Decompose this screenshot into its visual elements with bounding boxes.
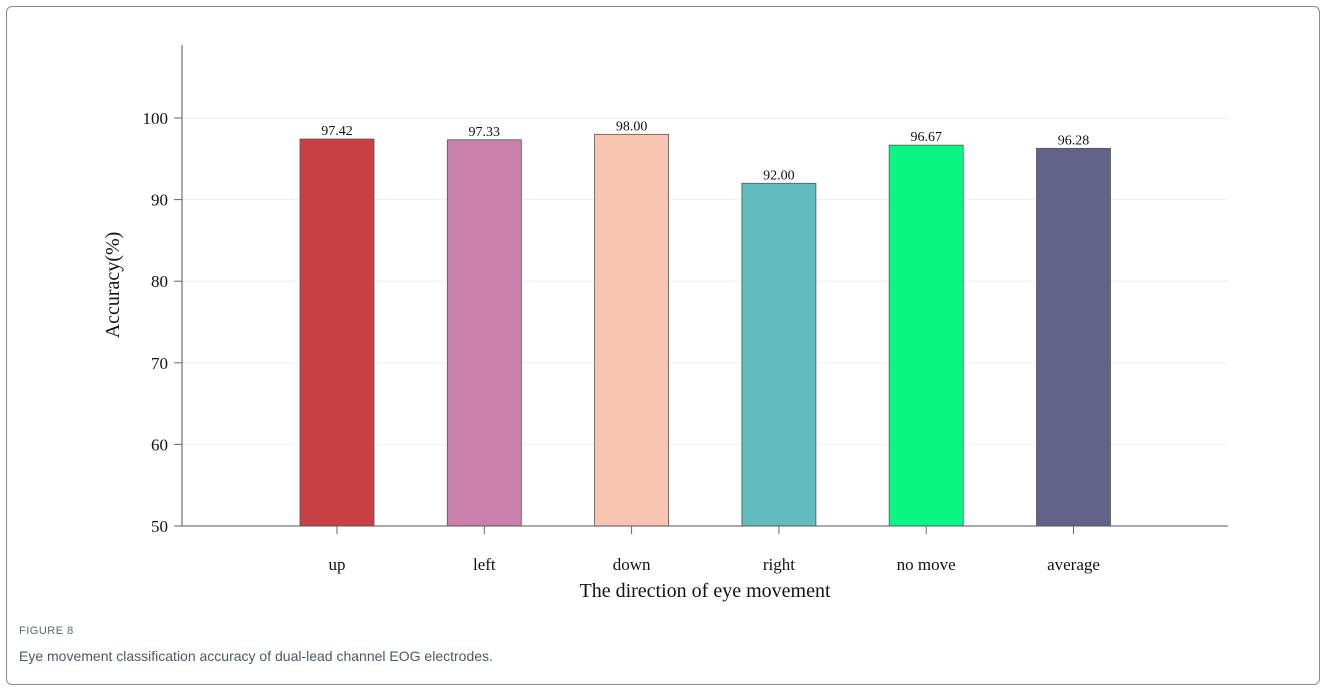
x-tick-label: no move [897, 555, 956, 574]
bars [299, 133, 1111, 527]
bar-up [299, 138, 375, 527]
bar-average [1036, 147, 1111, 527]
bar-value-label: 96.28 [1058, 133, 1090, 148]
x-tick-label: down [613, 555, 651, 574]
bar-value-label: 97.42 [321, 124, 353, 139]
bar-value-label: 97.33 [469, 125, 501, 140]
bar-right [741, 182, 817, 527]
figure-caption: Eye movement classification accuracy of … [19, 648, 493, 664]
y-tick-label: 100 [143, 109, 169, 128]
y-tick-labels: 50 60 70 80 90 100 [143, 109, 182, 536]
y-tick-label: 80 [151, 272, 168, 291]
figure-label: FIGURE 8 [19, 625, 74, 637]
y-tick-label: 50 [151, 517, 168, 536]
x-tick-label: left [473, 555, 496, 574]
x-tick-labels: up left down right no move average [329, 526, 1100, 574]
y-tick-label: 70 [151, 354, 168, 373]
y-tick-label: 90 [151, 191, 168, 210]
x-axis-title: The direction of eye movement [579, 580, 830, 602]
y-axis-title: Accuracy(%) [102, 232, 124, 339]
bar-value-labels: 97.42 97.33 98.00 92.00 96.67 96.28 [321, 119, 1089, 183]
bar-chart: 97.42 97.33 98.00 92.00 96.67 96.28 50 60 70 80 9… [102, 45, 1228, 602]
bar-down [594, 133, 669, 527]
bar-value-label: 92.00 [763, 168, 795, 183]
x-tick-label: right [763, 555, 795, 574]
bar-no-move [888, 144, 964, 527]
bar-value-label: 96.67 [910, 130, 942, 145]
x-tick-label: up [329, 555, 346, 574]
x-tick-label: average [1047, 555, 1100, 574]
bar-left [446, 139, 522, 527]
bar-value-label: 98.00 [616, 119, 648, 134]
axes [181, 45, 1228, 527]
y-tick-label: 60 [151, 435, 168, 454]
